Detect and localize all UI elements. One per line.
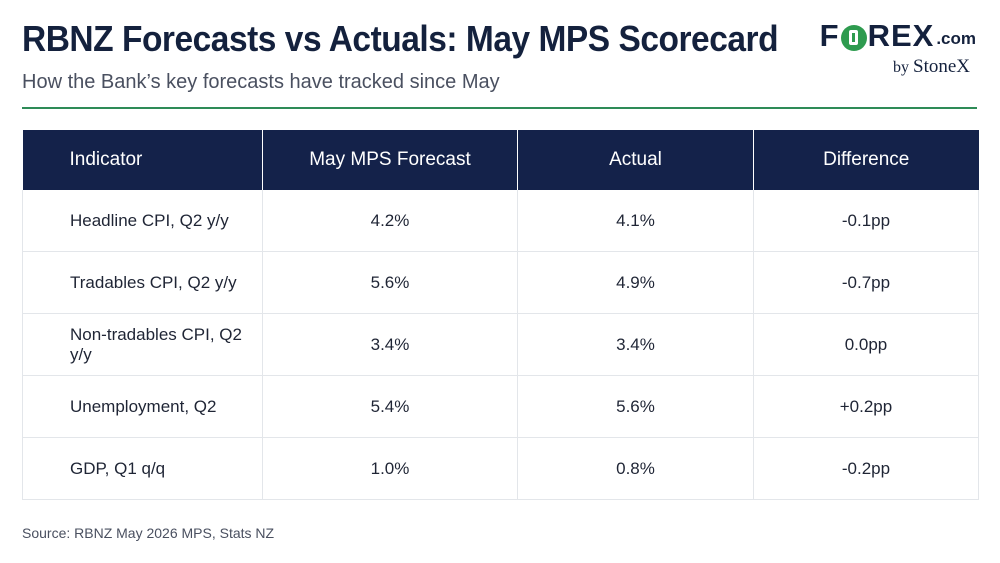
actual-cell: 3.4% [517,313,754,376]
table-row: Headline CPI, Q2 y/y 4.2% 4.1% -0.1pp [22,190,979,252]
column-header-actual: Actual [517,130,754,190]
logo-by: by [893,59,909,76]
logo-word-left: F [819,18,840,53]
forecast-cell: 5.6% [262,251,518,314]
indicator-cell: Unemployment, Q2 [22,375,263,438]
table-header-row: Indicator May MPS Forecast Actual Differ… [22,130,979,190]
column-header-indicator: Indicator [22,130,263,190]
logo-byline: by StoneX [893,56,970,78]
logo-suffix: .com [936,29,976,48]
table-row: GDP, Q1 q/q 1.0% 0.8% -0.2pp [22,437,979,500]
indicator-cell: Tradables CPI, Q2 y/y [22,251,263,314]
source-note: Source: RBNZ May 2026 MPS, Stats NZ [22,525,275,541]
logo-wordmark: F REX .com [820,18,976,54]
difference-cell: -0.1pp [753,190,979,252]
forecast-cell: 1.0% [262,437,518,500]
difference-cell: -0.2pp [753,437,979,500]
actual-cell: 0.8% [517,437,754,500]
table-row: Unemployment, Q2 5.4% 5.6% +0.2pp [22,375,979,438]
forecast-cell: 5.4% [262,375,518,438]
logo-word-right: REX [867,18,935,53]
page-title: RBNZ Forecasts vs Actuals: May MPS Score… [22,18,779,59]
actual-cell: 5.6% [517,375,754,438]
difference-cell: 0.0pp [753,313,979,376]
scorecard-table: Indicator May MPS Forecast Actual Differ… [22,130,979,500]
forex-logo: F REX .com by StoneX [811,18,976,78]
logo-o-icon [840,25,867,51]
header-divider [22,107,977,109]
actual-cell: 4.9% [517,251,754,314]
difference-cell: +0.2pp [753,375,979,438]
forecast-cell: 3.4% [262,313,518,376]
actual-cell: 4.1% [517,190,754,252]
indicator-cell: Headline CPI, Q2 y/y [22,190,263,252]
difference-cell: -0.7pp [753,251,979,314]
logo-brand: StoneX [913,56,970,77]
indicator-cell: GDP, Q1 q/q [22,437,263,500]
page-subtitle: How the Bank’s key forecasts have tracke… [22,71,500,93]
table-row: Tradables CPI, Q2 y/y 5.6% 4.9% -0.7pp [22,251,979,314]
table-row: Non-tradables CPI, Q2 y/y 3.4% 3.4% 0.0p… [22,313,979,376]
column-header-forecast: May MPS Forecast [262,130,518,190]
column-header-difference: Difference [753,130,979,190]
indicator-cell: Non-tradables CPI, Q2 y/y [22,313,263,376]
forecast-cell: 4.2% [262,190,518,252]
